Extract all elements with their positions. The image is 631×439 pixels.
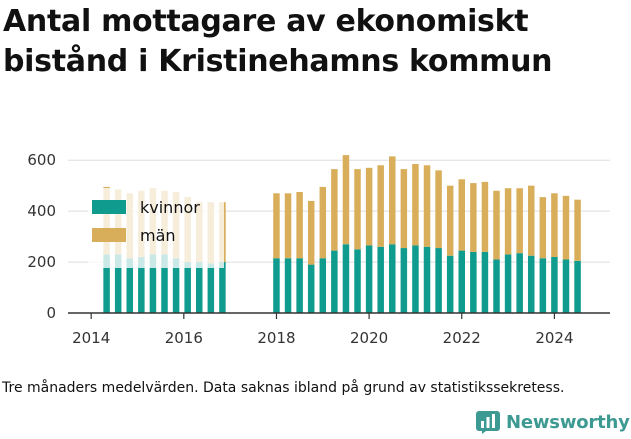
- bar-man: [504, 188, 512, 255]
- bar-kvinnor: [114, 254, 122, 313]
- bar-man: [481, 181, 489, 252]
- bar-kvinnor: [493, 259, 500, 313]
- bar-kvinnor: [184, 262, 191, 313]
- axes: 0 200 400 600 2014 2016 2018 2020 2022 2024: [27, 151, 610, 347]
- bar-man: [400, 169, 408, 249]
- bar-kvinnor: [539, 258, 547, 313]
- bar-man: [423, 165, 431, 247]
- y-tick-label: 0: [46, 304, 56, 322]
- bar-man: [296, 192, 303, 259]
- bar-kvinnor: [319, 258, 327, 313]
- bar-chart: 0 200 400 600 2014 2016 2018 2020 2022 2024 kvinn…: [27, 151, 610, 347]
- bar-kvinnor: [527, 255, 535, 313]
- y-tick-label: 400: [27, 202, 56, 220]
- bar-kvinnor: [562, 259, 570, 313]
- bar-man: [389, 156, 396, 245]
- bar-kvinnor: [412, 245, 419, 313]
- bar-kvinnor: [284, 258, 292, 313]
- legend-label-kvinnor: kvinnor: [140, 198, 200, 217]
- bar-kvinnor: [574, 260, 581, 313]
- bar-man: [377, 165, 384, 247]
- x-tick-label: 2020: [350, 329, 388, 347]
- bar-man: [562, 195, 570, 260]
- bar-man: [319, 186, 327, 259]
- chart-title: Antal mottagare av ekonomiskt bistånd i …: [3, 4, 553, 79]
- bar-kvinnor: [161, 254, 168, 313]
- bar-kvinnor: [354, 249, 361, 313]
- bar-kvinnor: [196, 262, 203, 313]
- bar-man: [470, 183, 477, 252]
- legend-swatch-man: [92, 228, 126, 242]
- bar-man: [354, 169, 361, 250]
- bar-kvinnor: [446, 255, 454, 313]
- bar-kvinnor: [172, 258, 180, 313]
- bar-man: [307, 200, 315, 265]
- bar-kvinnor: [207, 263, 215, 313]
- bar-man: [435, 170, 442, 249]
- bar-kvinnor: [365, 245, 373, 313]
- bar-man: [446, 185, 454, 256]
- y-tick-label: 200: [27, 253, 56, 271]
- bar-kvinnor: [296, 258, 303, 313]
- bar-man: [551, 193, 558, 257]
- brand-name: Newsworthy: [506, 411, 630, 433]
- bar-kvinnor: [103, 254, 110, 313]
- x-tick-label: 2024: [535, 329, 573, 347]
- bar-kvinnor: [138, 256, 145, 313]
- bar-kvinnor: [516, 253, 523, 313]
- newsworthy-logo-icon: [476, 411, 500, 434]
- x-tick-label: 2022: [443, 329, 481, 347]
- bar-kvinnor: [435, 248, 442, 313]
- bar-man: [412, 164, 419, 246]
- bar-man: [458, 179, 466, 251]
- bar-man: [539, 197, 547, 259]
- newsworthy-brand[interactable]: Newsworthy: [476, 408, 630, 436]
- x-tick-label: 2016: [165, 329, 203, 347]
- bar-kvinnor: [504, 254, 512, 313]
- bar-man: [365, 167, 373, 246]
- bar-kvinnor: [458, 250, 466, 313]
- bar-kvinnor: [331, 250, 338, 313]
- bar-kvinnor: [307, 264, 315, 313]
- bar-man: [331, 169, 338, 251]
- bar-kvinnor: [377, 246, 384, 313]
- y-tick-label: 600: [27, 151, 56, 169]
- bar-man: [516, 188, 523, 254]
- bar-kvinnor: [342, 244, 350, 313]
- bar-kvinnor: [273, 258, 280, 313]
- bar-kvinnor: [126, 258, 134, 313]
- bar-kvinnor: [470, 251, 477, 313]
- bar-kvinnor: [149, 254, 157, 313]
- legend-label-man: män: [140, 226, 176, 245]
- bar-kvinnor: [481, 251, 489, 313]
- bar-man: [284, 193, 292, 259]
- bar-man: [342, 155, 350, 245]
- bar-kvinnor: [551, 256, 558, 313]
- bar-kvinnor: [423, 246, 431, 313]
- legend-swatch-kvinnor: [92, 200, 126, 214]
- x-tick-label: 2014: [72, 329, 110, 347]
- bar-man: [527, 185, 535, 256]
- bar-kvinnor: [400, 248, 408, 313]
- x-tick-label: 2018: [257, 329, 295, 347]
- bar-man: [273, 193, 280, 259]
- bar-kvinnor: [389, 244, 396, 313]
- bar-kvinnor: [219, 262, 226, 313]
- legend: kvinnor män: [92, 198, 200, 245]
- bar-man: [574, 199, 581, 261]
- bar-man: [493, 190, 500, 260]
- footnote: Tre månaders medelvärden. Data saknas ib…: [2, 380, 565, 396]
